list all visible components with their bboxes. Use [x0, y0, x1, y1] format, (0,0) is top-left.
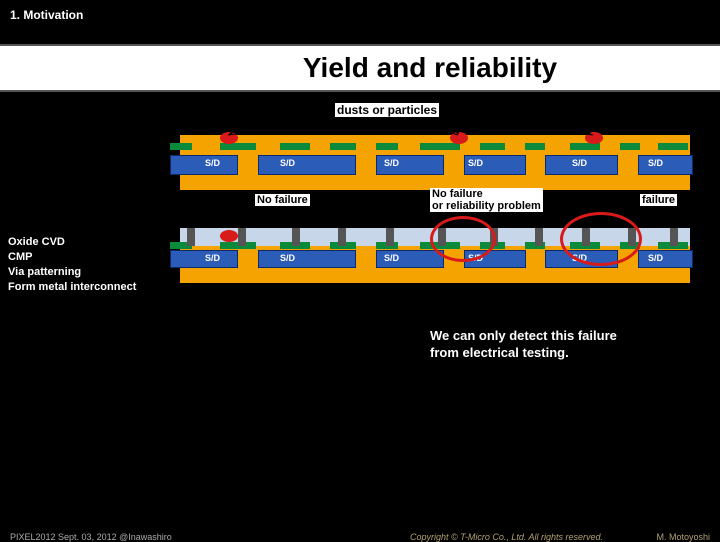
gate-region [525, 143, 545, 150]
particle-icon [220, 230, 238, 242]
sd-label: S/D [384, 158, 399, 168]
gate-region [480, 143, 505, 150]
via [386, 228, 394, 246]
detect-text: We can only detect this failurefrom elec… [430, 328, 617, 362]
sd-label: S/D [205, 158, 220, 168]
sd-label: S/D [468, 158, 483, 168]
gate-region [330, 143, 356, 150]
via [187, 228, 195, 246]
via [292, 228, 300, 246]
sd-label: S/D [280, 253, 295, 263]
dusts-label: dusts or particles [335, 103, 439, 117]
label-no-failure-reliability: No failure or reliability problem [430, 188, 543, 212]
failure-ring [430, 216, 496, 262]
diagram-area: S/D S/D S/D S/D S/D S/D No failure No failure… [180, 135, 690, 321]
sd-label: S/D [648, 158, 663, 168]
sd-label: S/D [648, 253, 663, 263]
gate-region [658, 143, 688, 150]
gate-region [420, 143, 460, 150]
footer-center: Copyright © T-Micro Co., Ltd. All rights… [410, 532, 603, 542]
via [535, 228, 543, 246]
process-step: Via patterning [8, 265, 136, 280]
gate-region [620, 143, 640, 150]
sd-region [258, 155, 356, 175]
cross-section-after: S/DS/DS/DS/DS/DS/D [180, 228, 690, 283]
footer-right: M. Motoyoshi [656, 532, 710, 542]
sd-region [170, 155, 238, 175]
cross-section-before: S/D S/D S/D S/D S/D S/D [180, 135, 690, 190]
label-no-failure: No failure [255, 194, 310, 206]
sd-region [638, 250, 693, 268]
via [670, 228, 678, 246]
sd-label: S/D [280, 158, 295, 168]
sd-region [638, 155, 693, 175]
via [338, 228, 346, 246]
section-header: 1. Motivation [0, 0, 720, 26]
sd-region [258, 250, 356, 268]
sd-label: S/D [384, 253, 399, 263]
process-step: Form metal interconnect [8, 280, 136, 295]
sd-label: S/D [572, 158, 587, 168]
slide-title: Yield and reliability [140, 52, 720, 84]
title-band: Yield and reliability [0, 44, 720, 92]
sd-label: S/D [205, 253, 220, 263]
arrow-fanout [180, 113, 690, 141]
process-step: Oxide CVD [8, 235, 136, 250]
gate-region [220, 143, 256, 150]
sd-region [170, 250, 238, 268]
process-step: CMP [8, 250, 136, 265]
gate-region [376, 143, 398, 150]
failure-ring [560, 212, 642, 266]
label-failure: failure [640, 194, 677, 206]
footer-left: PIXEL2012 Sept. 03, 2012 @Inawashiro [10, 532, 172, 542]
gate-region [280, 143, 310, 150]
gate-region [570, 143, 600, 150]
via [238, 228, 246, 246]
gate-region [170, 143, 192, 150]
process-list: Oxide CVDCMPVia patterningForm metal int… [8, 235, 136, 294]
